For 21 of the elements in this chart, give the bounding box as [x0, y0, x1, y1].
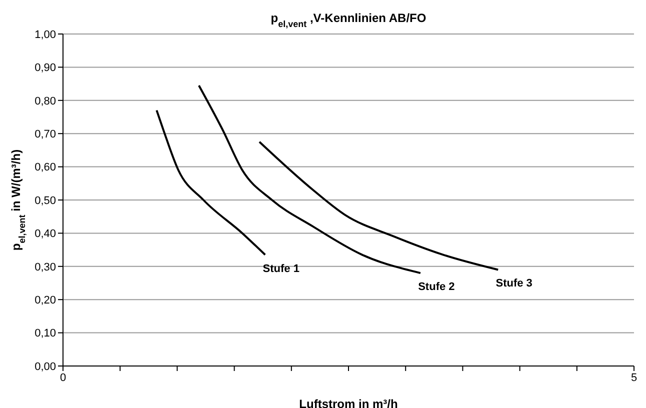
y-tick-label: 0,80	[34, 95, 56, 108]
line-series	[198, 84, 422, 274]
y-tick-label: 0,90	[34, 62, 56, 74]
y-tick-label: 0,20	[34, 294, 56, 307]
line-series	[156, 109, 266, 256]
y-tick-label: 0,70	[34, 128, 56, 141]
series-label: Stufe 1	[262, 262, 300, 275]
chart-title: p$_{el,vent}$ ,V-Kennlinien AB/FO	[270, 11, 426, 29]
y-tick-label: 0,10	[34, 328, 56, 340]
series-label: Stufe 3	[496, 278, 532, 290]
y-tick-label: 1,00	[34, 28, 56, 41]
x-tick-label: 0	[60, 372, 66, 384]
y-tick-label: 0,60	[34, 162, 56, 174]
y-tick-label: 0,30	[34, 261, 56, 274]
y-tick-label: 0,50	[34, 194, 56, 207]
line-series	[258, 140, 500, 271]
y-tick-label: 0,00	[34, 360, 56, 373]
x-axis-title: Luftstrom in m³/h	[299, 397, 398, 408]
x-tick-label: 5	[630, 372, 638, 384]
y-tick-label: 0,40	[34, 228, 56, 240]
series-label: Stufe 2	[418, 281, 455, 294]
